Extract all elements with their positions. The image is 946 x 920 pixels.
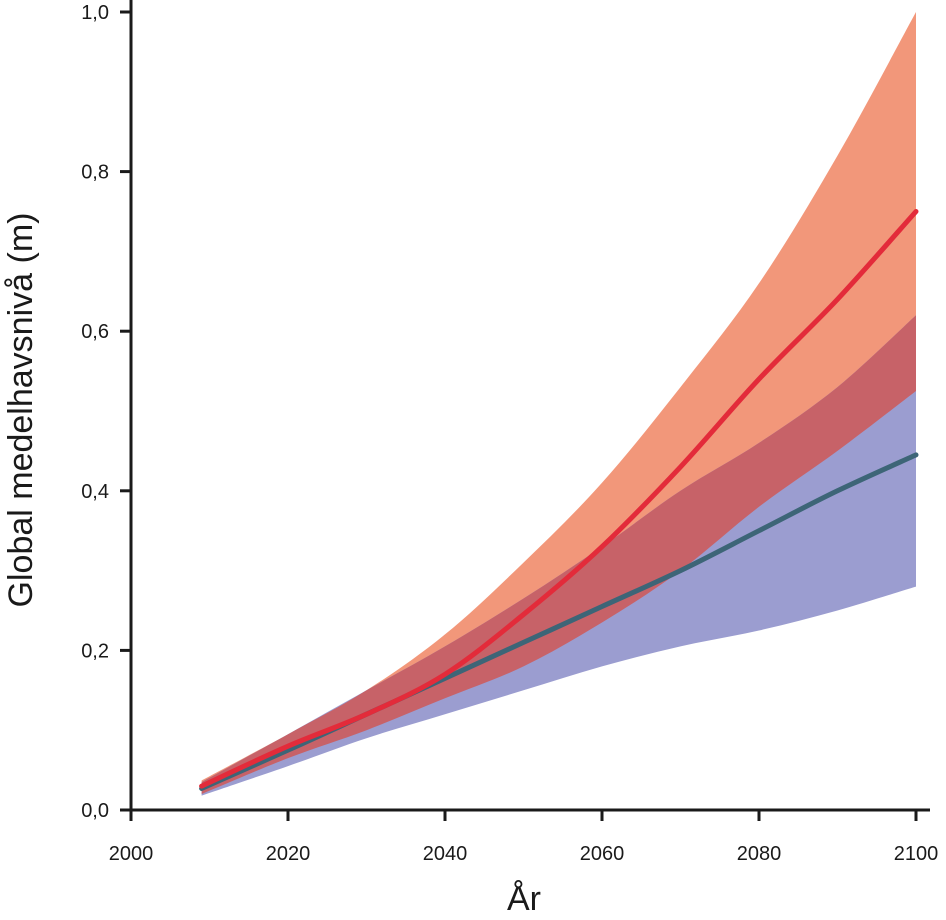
uncertainty-bands	[201, 12, 917, 796]
x-ticks: 2000 2020 2040 2060 2080 2100	[109, 810, 939, 865]
x-tick-label: 2000	[109, 843, 154, 865]
series-lines	[199, 209, 919, 791]
y-tick-label: 0,4	[81, 481, 109, 503]
line-upper-scenario	[199, 209, 919, 789]
y-ticks: 0,0 0,2 0,4 0,6 0,8 1,0	[81, 2, 131, 822]
y-tick-label: 0,8	[81, 162, 109, 184]
x-axis-title: År	[507, 880, 541, 918]
y-tick-label: 0,6	[81, 321, 109, 343]
y-axis-title: Global medelhavsnivå (m)	[2, 213, 40, 608]
x-tick-label: 2020	[266, 843, 311, 865]
x-tick-label: 2040	[423, 843, 468, 865]
y-tick-label: 1,0	[81, 2, 109, 24]
y-tick-label: 0,0	[81, 800, 109, 822]
y-tick-label: 0,2	[81, 640, 109, 662]
x-tick-label: 2080	[737, 843, 782, 865]
x-tick-label: 2060	[580, 843, 625, 865]
x-tick-label: 2100	[894, 843, 939, 865]
